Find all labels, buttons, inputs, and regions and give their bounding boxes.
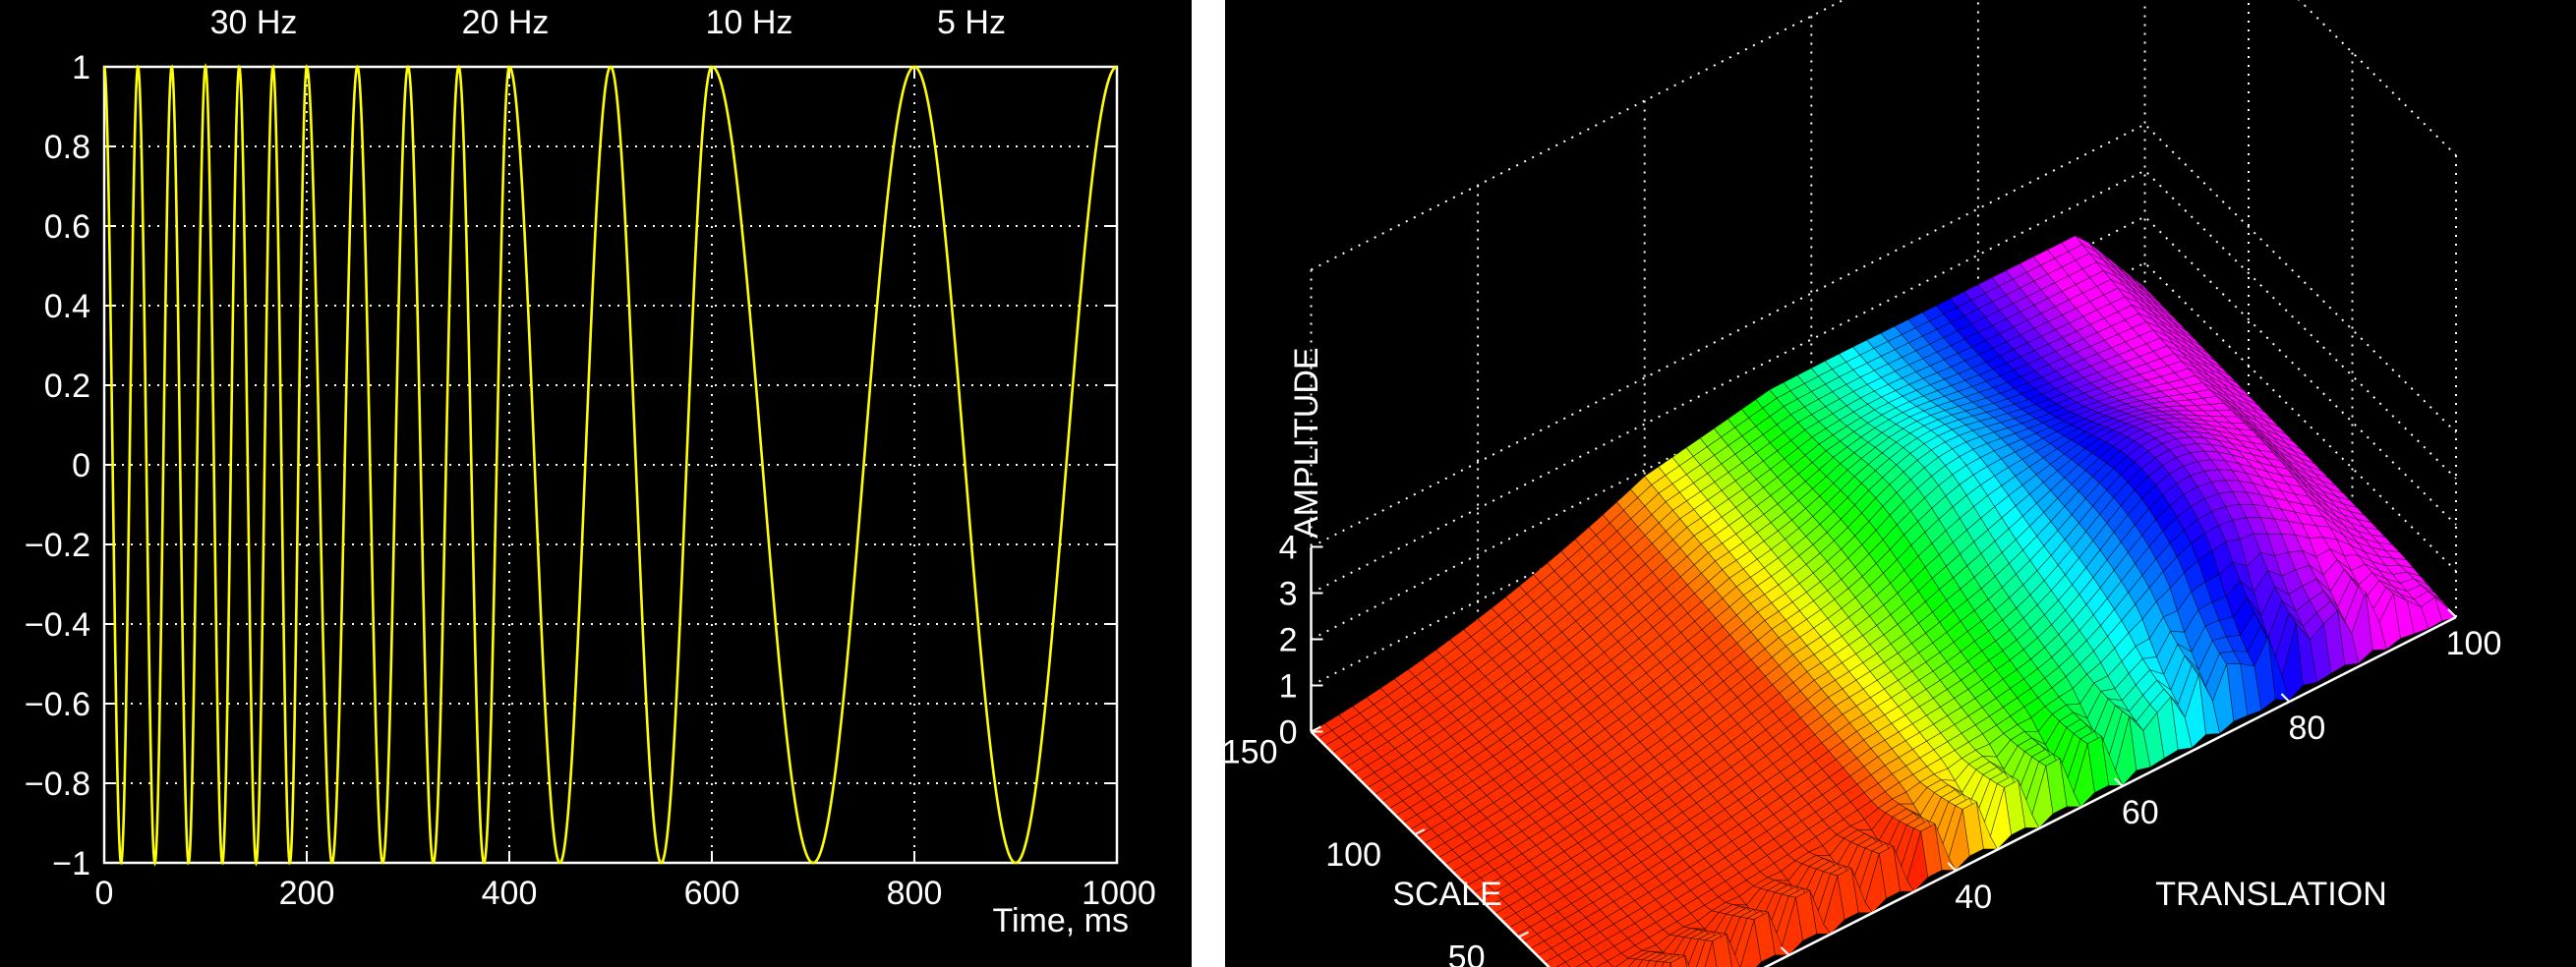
frequency-segment-labels: 30 Hz 20 Hz 10 Hz 5 Hz [210,4,1006,41]
translation-tick-label: 80 [2288,710,2325,747]
segment-label: 30 Hz [210,4,298,41]
translation-tick-label: 40 [1955,879,1992,916]
segment-label: 10 Hz [706,4,793,41]
translation-tick-mark [1947,862,1957,872]
y-tick-label: −0.6 [25,686,90,723]
signal-x-axis-label: Time, ms [992,902,1129,939]
y-tick-label: −0.8 [25,766,90,803]
translation-axis-line [1763,615,2457,967]
y-tick-label: 0.8 [44,129,90,166]
translation-tick-label: 100 [2446,625,2502,662]
amplitude-tick-label: 2 [1279,622,1298,659]
signal-series [102,63,1118,867]
x-tick-label: 200 [279,875,335,912]
scale-tick-mark [1414,828,1426,835]
translation-tick-labels: 020406080100 [1788,625,2502,967]
translation-tick-mark [2280,693,2291,703]
segment-label: 5 Hz [937,4,1006,41]
amplitude-tick-label: 1 [1279,668,1298,706]
amplitude-tick-labels: 0 1 2 3 4 [1279,530,1298,752]
amplitude-tick-label: 0 [1279,714,1298,752]
segment-label: 20 Hz [462,4,550,41]
scale-tick-labels: 050100150 [1225,734,1486,967]
translation-tick-mark [2447,608,2457,618]
y-tick-label: −0.4 [25,606,90,644]
scale-axis-label: SCALE [1392,876,1502,913]
signal-x-tick-labels: 0 200 400 600 800 1000 [95,875,1156,912]
amplitude-tick-label: 3 [1279,576,1298,613]
scale-tick-mark [1518,931,1529,939]
translation-tick-mark [1780,946,1790,956]
amplitude-axis-label: AMPLITUDE [1288,347,1325,539]
x-tick-label: 800 [887,875,943,912]
x-tick-label: 1000 [1082,875,1156,912]
translation-tick-label: 20 [1788,963,1826,967]
scale-tick-mark [1311,725,1321,733]
surface-patch [1726,934,1740,967]
signal-y-tick-labels: 1 0.8 0.6 0.4 0.2 0 −0.2 −0.4 −0.6 −0.8 −1 [25,49,90,882]
y-tick-label: 1 [72,49,90,86]
amplitude-tick-label: 4 [1279,530,1298,567]
surface-patch [1684,955,1690,967]
y-tick-label: 0.2 [44,368,90,405]
wavelet-surface [1310,235,2457,967]
signal-line [102,63,1118,867]
horizontal-gridline [1311,169,2457,595]
translation-tick-mark [2114,777,2124,787]
y-tick-label: −1 [52,845,90,882]
surface-axis-lines [1310,545,2457,967]
scale-axis-line [1310,730,1551,967]
y-tick-label: 0.6 [44,208,90,246]
y-tick-label: 0 [72,447,90,484]
x-tick-label: 0 [95,875,114,912]
translation-axis-label: TRANSLATION [2155,876,2387,913]
scale-tick-label: 150 [1225,734,1278,771]
y-tick-label: 0.4 [44,288,90,325]
y-tick-label: −0.2 [25,527,90,564]
scale-tick-label: 100 [1325,836,1381,874]
signal-grid [104,67,1117,863]
signal-plot-background [0,0,1192,967]
horizontal-gridline [1311,123,2457,548]
translation-tick-label: 60 [2122,794,2159,831]
signal-tick-marks [103,66,1118,864]
scale-tick-label: 50 [1448,939,1486,967]
x-tick-label: 600 [684,875,740,912]
x-tick-label: 400 [482,875,538,912]
horizontal-gridline [1311,215,2457,641]
box-top-edge [1311,0,2457,271]
signal-plot: 1 0.8 0.6 0.4 0.2 0 −0.2 −0.4 −0.6 −0.8 −1 0 200 400… [0,0,1192,967]
